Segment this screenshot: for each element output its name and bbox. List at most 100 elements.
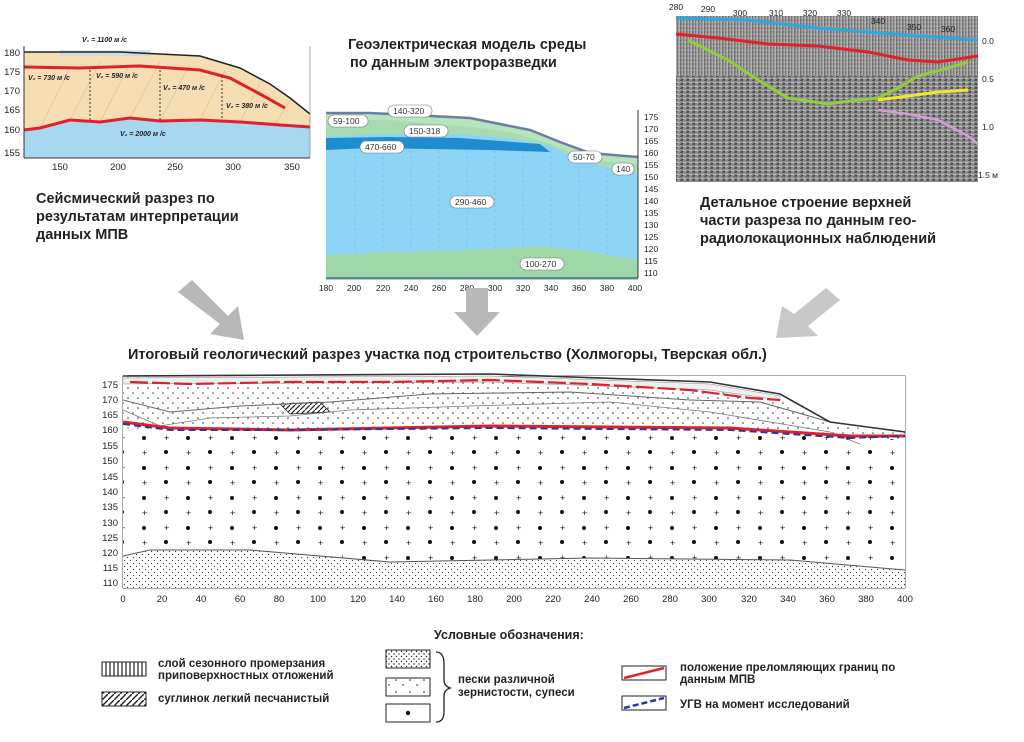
- x-tick: 400: [628, 283, 642, 293]
- x-tick: 240: [404, 283, 418, 293]
- x-tick: 340: [871, 16, 885, 26]
- y-tick: 130: [102, 518, 118, 529]
- x-tick: 320: [803, 8, 817, 18]
- x-tick: 350: [907, 22, 921, 32]
- x-tick: 300: [733, 8, 747, 18]
- x-tick: 40: [196, 594, 207, 605]
- y-tick: 145: [644, 184, 658, 194]
- y-tick: 115: [103, 563, 118, 574]
- x-tick: 20: [157, 594, 168, 605]
- legend-brace: [435, 651, 453, 723]
- y-tick: 130: [644, 220, 658, 230]
- y-tick: 170: [644, 124, 658, 134]
- x-tick: 380: [858, 594, 874, 605]
- x-tick: 310: [769, 8, 783, 18]
- depth-tick: 0.0: [982, 36, 994, 46]
- y-tick: 175: [102, 380, 118, 391]
- y-tick: 110: [103, 578, 118, 589]
- final-section-title: Итоговый геологический разрез участка по…: [128, 347, 767, 363]
- legend-loam-text: суглинок легкий песчанистый: [158, 693, 330, 705]
- zone-label: 140: [616, 164, 630, 174]
- y-tick: 150: [102, 456, 118, 467]
- zone-label: 50-70: [573, 152, 595, 162]
- y-tick: 140: [102, 487, 118, 498]
- y-tick: 115: [644, 256, 658, 266]
- x-tick: 320: [741, 594, 757, 605]
- x-tick: 360: [572, 283, 586, 293]
- arrow-center: [454, 288, 500, 336]
- y-tick: 110: [644, 268, 658, 278]
- x-tick: 380: [600, 283, 614, 293]
- gpr-radargram: 280 290 300 310 320 330 340 350 360 0.0 …: [669, 2, 998, 182]
- geoelectric-title: Геоэлектрическая модель среды по данным …: [348, 37, 587, 71]
- x-tick: 80: [274, 594, 285, 605]
- x-tick: 340: [780, 594, 796, 605]
- arrow-left: [178, 280, 244, 340]
- y-tick: 155: [4, 148, 20, 159]
- y-tick: 170: [102, 395, 118, 406]
- frost-swatch: [101, 661, 147, 677]
- x-tick: 280: [669, 2, 683, 12]
- y-tick: 125: [644, 232, 658, 242]
- x-tick: 360: [819, 594, 835, 605]
- depth-tick: 0.5: [982, 74, 994, 84]
- seismic-caption: Сейсмический разрез по результатам интер…: [36, 191, 239, 243]
- legend-swatches: [101, 649, 667, 723]
- y-tick: 150: [644, 172, 658, 182]
- velocity-label: V₂ = 2000 м /с: [120, 131, 166, 138]
- y-tick: 135: [102, 502, 118, 513]
- zone-label: 100-270: [525, 259, 556, 269]
- x-tick: 320: [516, 283, 530, 293]
- y-tick: 125: [102, 533, 118, 544]
- arrow-right: [776, 288, 840, 338]
- velocity-label: V₂ = 470 м /с: [163, 85, 205, 92]
- loam-swatch: [101, 691, 147, 707]
- y-tick: 140: [644, 196, 658, 206]
- x-tick: 400: [897, 594, 913, 605]
- x-tick: 200: [347, 283, 361, 293]
- legend-refraction-text: положение преломляющих границ по данным …: [680, 662, 896, 686]
- x-tick: 240: [584, 594, 600, 605]
- x-tick: 200: [110, 162, 126, 173]
- x-tick: 360: [941, 24, 955, 34]
- y-tick: 180: [4, 48, 20, 59]
- sand-medium-swatch: [385, 677, 431, 697]
- legend-frost-text: слой сезонного промерзания приповерхност…: [158, 658, 334, 682]
- y-tick: 160: [102, 425, 118, 436]
- y-tick: 165: [644, 136, 658, 146]
- groundwater-line: [623, 696, 665, 710]
- x-tick: 120: [350, 594, 366, 605]
- x-tick: 260: [623, 594, 639, 605]
- depth-tick: 1.0: [982, 122, 994, 132]
- velocity-label: V₂ = 590 м /с: [96, 73, 138, 80]
- x-tick: 300: [225, 162, 241, 173]
- seismic-section: V₁ = 1100 м /с V₂ = 730 м /с V₂ = 590 м …: [4, 37, 311, 176]
- x-tick: 280: [662, 594, 678, 605]
- x-tick: 300: [488, 283, 502, 293]
- zone-label: 290-460: [455, 197, 486, 207]
- y-tick: 160: [4, 125, 20, 136]
- velocity-label: V₂ = 730 м /с: [28, 75, 70, 82]
- y-tick: 175: [4, 67, 20, 78]
- x-tick: 350: [284, 162, 300, 173]
- x-tick: 250: [167, 162, 183, 173]
- legend-sands-text: пески различной зернистости, супеси: [458, 674, 575, 699]
- y-tick: 165: [102, 410, 118, 421]
- x-tick: 0: [120, 594, 125, 605]
- x-tick: 100: [310, 594, 326, 605]
- zone-label: 150-318: [409, 126, 440, 136]
- x-tick: 220: [376, 283, 390, 293]
- y-tick: 120: [102, 548, 118, 559]
- x-tick: 150: [52, 162, 68, 173]
- y-tick: 135: [644, 208, 658, 218]
- y-tick: 155: [102, 441, 118, 452]
- x-tick: 220: [545, 594, 561, 605]
- zone-label: 140-320: [393, 106, 424, 116]
- zone-label: 470-660: [365, 142, 396, 152]
- x-tick: 260: [432, 283, 446, 293]
- depth-tick: 1.5 м: [978, 170, 998, 180]
- x-tick: 180: [319, 283, 333, 293]
- legend-groundwater-text: УГВ на момент исследований: [680, 699, 850, 711]
- y-tick: 155: [644, 160, 658, 170]
